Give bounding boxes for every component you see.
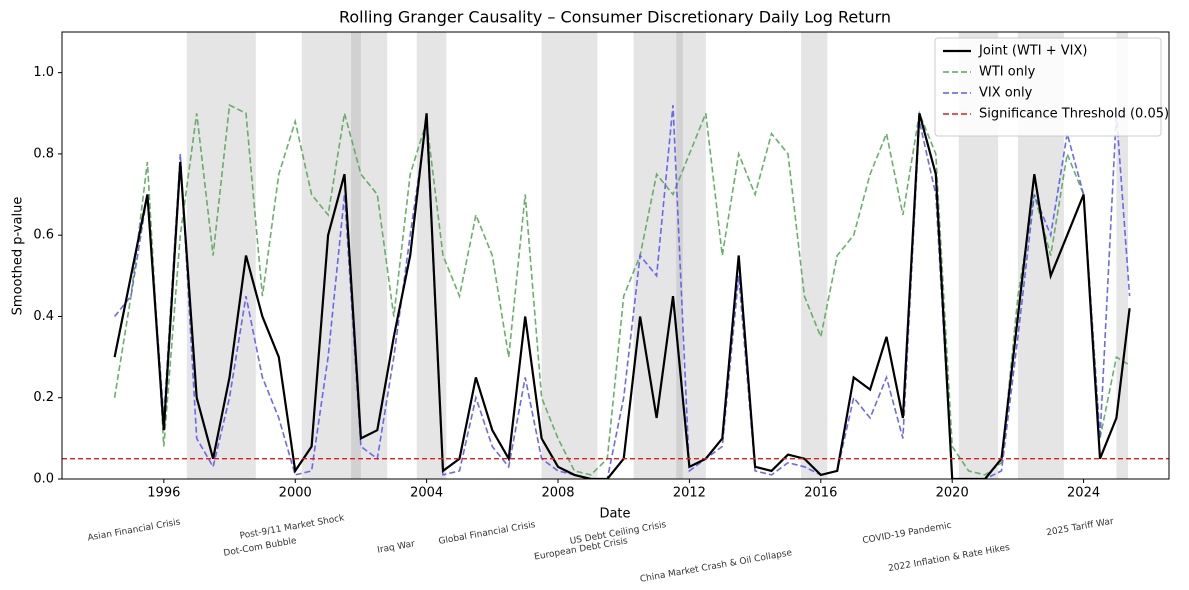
x-tick-label: 2008: [541, 486, 574, 501]
x-tick-label: 2020: [936, 486, 969, 501]
legend-label: VIX only: [979, 86, 1033, 101]
event-label: Dot-Com Bubble: [223, 536, 298, 559]
event-band: [351, 32, 361, 479]
event-label: China Market Crash & Oil Collapse: [639, 548, 793, 585]
event-label: Global Financial Crisis: [438, 520, 537, 547]
y-tick-label: 0.6: [33, 228, 54, 243]
y-tick-label: 0.2: [33, 390, 54, 405]
event-label: 2025 Tariff War: [1046, 517, 1115, 539]
x-tick-label: 1996: [147, 486, 180, 501]
legend-box: [934, 37, 1162, 137]
x-tick-label: 2004: [410, 486, 443, 501]
event-band: [416, 32, 447, 479]
event-label: COVID-19 Pandemic: [862, 521, 953, 547]
series-line: [113, 103, 1131, 476]
x-tick-label: 2024: [1067, 486, 1100, 501]
x-axis-label: Date: [599, 507, 630, 522]
event-band: [541, 32, 598, 479]
plot-frame: [61, 31, 1170, 480]
x-tick-label: 2012: [673, 486, 706, 501]
legend-label: Significance Threshold (0.05): [979, 107, 1169, 122]
y-tick-label: 0.8: [33, 146, 54, 161]
event-label: Asian Financial Crisis: [87, 517, 182, 543]
event-band: [1116, 32, 1128, 479]
legend-label: WTI only: [979, 65, 1036, 80]
event-band: [801, 32, 828, 479]
event-label: Iraq War: [377, 539, 416, 555]
y-tick-label: 1.0: [33, 65, 54, 80]
y-tick-label: 0.0: [33, 472, 54, 487]
y-axis-label: Smoothed p-value: [11, 197, 26, 316]
legend-label: Joint (WTI + VIX): [978, 44, 1087, 59]
series-line: [113, 105, 1131, 479]
event-label: 2022 Inflation & Rate Hikes: [888, 543, 1011, 574]
event-band: [301, 32, 388, 479]
chart-title: Rolling Granger Causality – Consumer Dis…: [339, 8, 891, 27]
x-tick-label: 2000: [279, 486, 312, 501]
x-tick-label: 2016: [804, 486, 837, 501]
y-tick-label: 0.4: [33, 309, 54, 324]
event-band: [633, 32, 706, 479]
